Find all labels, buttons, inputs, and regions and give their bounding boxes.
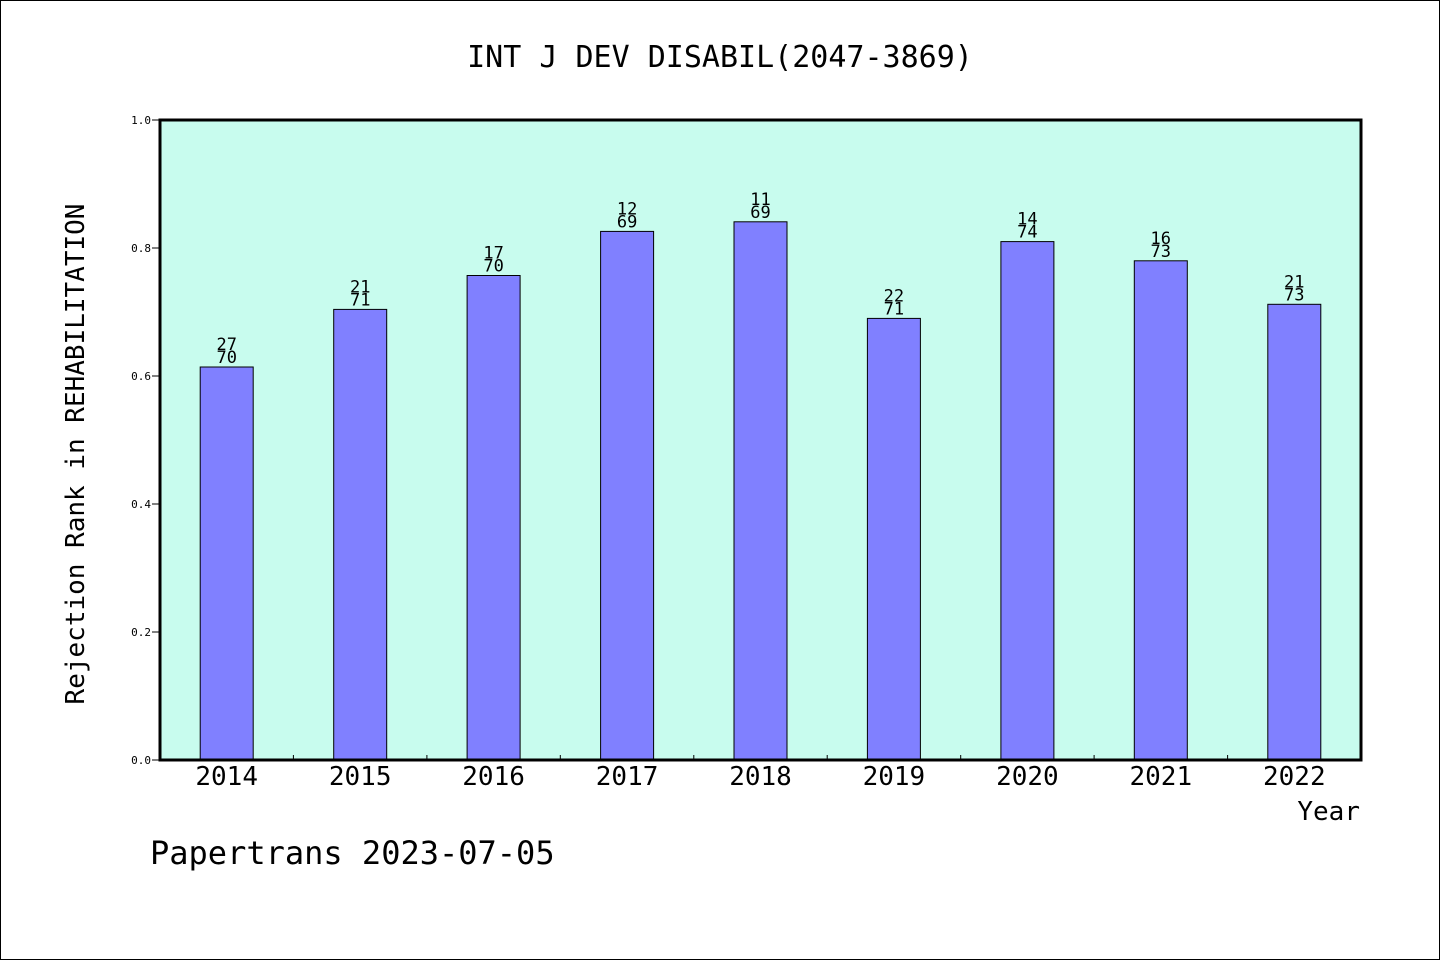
- bar-2020: [1000, 241, 1055, 761]
- y-tick-label: 0.2: [131, 626, 151, 639]
- bar-label-top: 14: [1017, 210, 1037, 230]
- bar-label-bottom: 69: [750, 203, 770, 223]
- y-tick-label: 0.0: [131, 754, 151, 767]
- footer-text: Papertrans 2023-07-05: [150, 834, 555, 872]
- y-tick-label: 0.8: [131, 242, 151, 255]
- bars-group: [199, 221, 1322, 761]
- x-tick-label: 2014: [195, 762, 258, 792]
- x-tick-label: 2017: [596, 762, 659, 792]
- bar-2014: [199, 366, 254, 761]
- x-tick-label: 2022: [1263, 762, 1326, 792]
- x-tick-label: 2015: [329, 762, 392, 792]
- x-tick-label: 2019: [863, 762, 926, 792]
- x-axis-label: Year: [1297, 797, 1360, 827]
- bar-label-top: 21: [1284, 272, 1304, 292]
- y-tick-label: 0.6: [131, 370, 151, 383]
- x-axis-ticks: 2014 2015 2016 2017 2018 2019 2020 2021 2022: [195, 755, 1326, 792]
- bar-label-bottom: 73: [1151, 242, 1171, 262]
- bar-2018: [733, 221, 788, 761]
- bar-label-top: 17: [483, 244, 503, 264]
- bar-2021: [1133, 260, 1188, 761]
- bar-label-top: 22: [884, 286, 904, 306]
- bar-2019: [866, 317, 921, 761]
- x-tick-label: 2016: [462, 762, 525, 792]
- bar-label-bottom: 73: [1284, 285, 1304, 305]
- bar-label-bottom: 71: [884, 299, 904, 319]
- bar-label-bottom: 70: [216, 348, 236, 368]
- bar-label-top: 16: [1151, 229, 1171, 249]
- bar-label-bottom: 69: [617, 212, 637, 232]
- y-tick-label: 0.4: [131, 498, 151, 511]
- bar-2022: [1267, 303, 1322, 761]
- chart-title: INT J DEV DISABIL(2047-3869): [467, 40, 973, 75]
- x-tick-label: 2020: [996, 762, 1059, 792]
- bar-label-bottom: 71: [350, 290, 370, 310]
- bar-2016: [466, 275, 521, 761]
- bar-2015: [333, 308, 388, 761]
- bar-label-bottom: 74: [1017, 223, 1037, 243]
- bar-label-top: 21: [350, 277, 370, 297]
- bar-2017: [600, 230, 655, 761]
- x-tick-label: 2018: [729, 762, 792, 792]
- y-axis-label: Rejection Rank in REHABILITATION: [61, 204, 91, 705]
- plot-border: [158, 118, 1363, 762]
- bar-label-top: 27: [216, 335, 236, 355]
- x-tick-label: 2021: [1129, 762, 1192, 792]
- y-tick-label: 1.0: [131, 114, 151, 127]
- y-axis-ticks: 0.0 0.2 0.4 0.6 0.8 1.0: [131, 114, 160, 767]
- bar-label-bottom: 70: [483, 257, 503, 277]
- bar-label-top: 11: [750, 190, 770, 210]
- bar-label-top: 12: [617, 199, 637, 219]
